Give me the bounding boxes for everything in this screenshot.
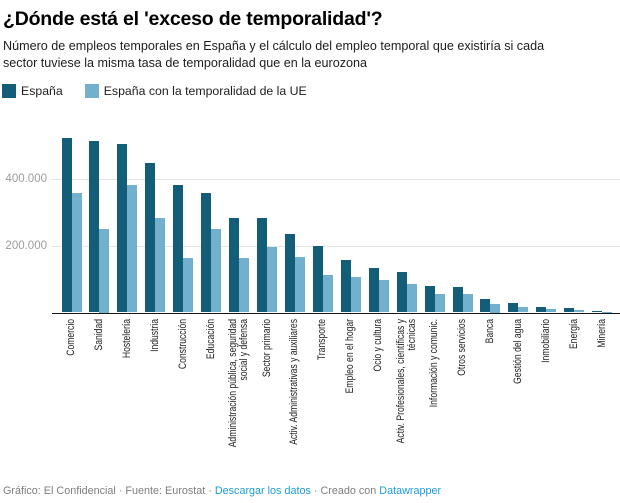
x-axis-label: Activ. Profesionales, científicas y técn… <box>394 318 418 443</box>
bar-espana[interactable] <box>312 246 323 313</box>
bar-espana[interactable] <box>592 310 603 313</box>
x-axis-label: Industria <box>148 318 161 352</box>
legend-label: España <box>21 84 63 98</box>
legend-item: España con la temporalidad de la UE <box>84 84 307 98</box>
bar-espana[interactable] <box>117 143 128 313</box>
legend-item: España <box>2 84 63 98</box>
x-axis-label: Sanidad <box>92 318 105 350</box>
bar-espana-ue[interactable] <box>406 283 417 313</box>
x-axis-label: Activ. Administrativas y auxiliares <box>288 318 301 445</box>
x-axis-label: Inmobiliario <box>539 318 552 363</box>
bar-espana-ue[interactable] <box>211 229 222 313</box>
bar-espana-ue[interactable] <box>183 257 194 313</box>
footer-credits: Gráfico: El Confidencial · Fuente: Euros… <box>3 485 441 498</box>
x-axis-label: Información y comunic. <box>428 318 441 407</box>
bar-espana-ue[interactable] <box>294 256 305 313</box>
chart-subtitle: Número de empleos temporales en España y… <box>3 39 545 70</box>
bar-espana-ue[interactable] <box>71 192 82 313</box>
bar-espana-ue[interactable] <box>99 228 110 313</box>
x-axis-label: Comercio <box>65 318 77 356</box>
bar-espana-ue[interactable] <box>574 309 585 313</box>
datawrapper-link[interactable]: Datawrapper <box>379 485 442 497</box>
bar-espana[interactable] <box>536 307 547 313</box>
y-axis-tick-label: 200.000 <box>5 239 47 252</box>
bar-espana-ue[interactable] <box>267 246 277 313</box>
bar-espana[interactable] <box>508 302 519 313</box>
bar-espana-ue[interactable] <box>322 274 333 313</box>
legend-swatch-icon <box>2 84 16 98</box>
credit-text: · Creado con <box>310 485 380 497</box>
bar-espana[interactable] <box>89 140 100 313</box>
chart-title: ¿Dónde está el 'exceso de temporalidad'? <box>3 8 383 30</box>
x-axis-label: Administración pública, seguridad social… <box>227 318 251 447</box>
x-axis-label: Hostelería <box>120 318 133 358</box>
bar-espana[interactable] <box>257 217 267 313</box>
bar-espana-ue[interactable] <box>239 257 250 313</box>
bar-espana[interactable] <box>284 234 295 313</box>
x-axis-line <box>52 312 620 314</box>
legend-swatch-icon <box>84 84 99 98</box>
gridline <box>52 245 620 247</box>
bar-espana[interactable] <box>452 287 463 313</box>
bar-espana[interactable] <box>229 218 240 313</box>
bar-espana[interactable] <box>396 272 407 313</box>
bar-espana-ue[interactable] <box>518 306 529 313</box>
x-axis-label: Empleo en el hogar <box>344 318 357 393</box>
bar-espana[interactable] <box>145 163 156 313</box>
bar-espana-ue[interactable] <box>490 304 501 313</box>
bar-espana[interactable] <box>480 299 491 313</box>
download-data-link[interactable]: Descargar los datos <box>214 485 311 497</box>
credit-text: Gráfico: El Confidencial · Fuente: Euros… <box>3 485 215 497</box>
x-axis-label: Gestión del agua <box>511 318 524 384</box>
x-axis-label: Educación <box>204 318 217 359</box>
bar-espana[interactable] <box>368 267 379 313</box>
bar-espana-ue[interactable] <box>127 185 138 313</box>
bar-espana-ue[interactable] <box>602 311 613 313</box>
legend: España España con la temporalidad de la U… <box>2 84 620 98</box>
bar-espana-ue[interactable] <box>546 308 557 313</box>
bar-espana[interactable] <box>173 184 184 313</box>
bar-espana-ue[interactable] <box>462 293 473 313</box>
bar-espana[interactable] <box>340 259 351 313</box>
x-axis-label: Transporte <box>316 318 329 360</box>
x-axis-label: Minería <box>595 318 608 348</box>
bar-espana[interactable] <box>61 138 72 313</box>
gridline <box>52 178 620 180</box>
bar-espana-ue[interactable] <box>350 276 361 313</box>
bar-espana[interactable] <box>424 285 435 313</box>
bar-espana[interactable] <box>201 192 212 313</box>
y-axis-tick-label: 400.000 <box>5 172 47 185</box>
x-axis-label: Sector primario <box>260 318 273 377</box>
x-axis-label: Banca <box>483 318 496 343</box>
x-axis-label: Energía <box>567 318 580 349</box>
x-axis-label: Otros servicios <box>456 318 469 376</box>
x-axis-label: Construcción <box>176 318 189 369</box>
bar-espana-ue[interactable] <box>155 218 166 313</box>
bar-espana-ue[interactable] <box>378 280 389 313</box>
bar-chart-plot: 400.000 200.000 Comercio Sanidad Hostelería I… <box>0 110 620 490</box>
x-axis-label: Ocio y cultura <box>372 318 385 371</box>
bar-espana[interactable] <box>564 308 575 313</box>
legend-label: España con la temporalidad de la UE <box>103 84 307 98</box>
bar-espana-ue[interactable] <box>434 293 445 313</box>
